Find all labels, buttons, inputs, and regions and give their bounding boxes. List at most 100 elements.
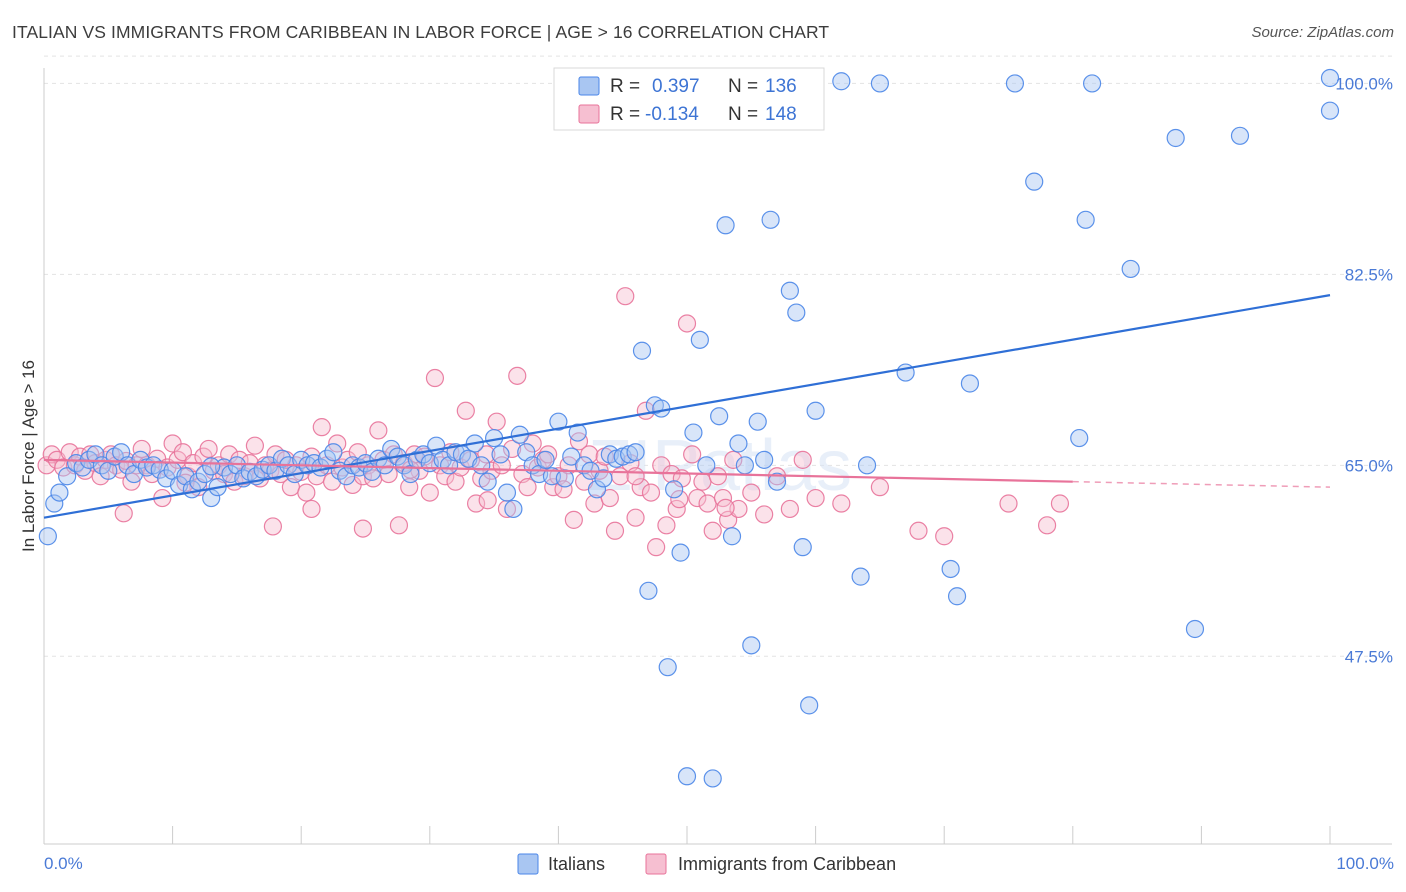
data-point [652,399,671,418]
data-point [1005,74,1025,93]
legend-n-value-1: 136 [765,76,797,97]
data-point [1230,126,1250,145]
data-point [324,443,343,462]
data-point [86,445,105,464]
data-point [626,508,645,527]
data-point [999,494,1018,513]
x-ticks [43,826,1331,844]
data-point [1185,619,1205,639]
data-point [42,445,61,464]
data-point [947,587,967,606]
data-point [456,401,475,420]
data-point [317,449,337,468]
data-point [690,330,709,349]
y-tick-label: 100.0% [1335,74,1393,93]
data-point [716,216,735,235]
data-point [568,423,587,442]
data-point [631,478,650,497]
data-point [787,303,806,322]
data-point [466,494,486,513]
data-point [517,443,536,462]
bottom-legend-label-italians: Italians [548,854,605,874]
data-point [793,450,812,469]
data-point [1082,74,1102,93]
data-point [748,412,767,431]
data-point [195,464,214,484]
data-point [729,499,748,519]
data-point [50,483,69,502]
data-point [626,443,645,462]
data-point [508,366,527,385]
data-point [518,478,537,497]
data-point [658,658,677,677]
trend-lines [43,294,1331,519]
data-point [302,499,321,519]
series-immigrants-from-caribbean [37,287,1070,557]
y-tick-label: 65.0% [1345,456,1393,475]
legend-r-value-2: -0.134 [645,104,699,125]
data-point [722,527,742,546]
data-point [693,472,712,491]
data-point [683,445,702,464]
legend-r-label-1: R = [610,76,640,97]
data-point [1076,210,1095,229]
trend-line-italians [43,294,1331,519]
data-point [857,456,877,475]
data-point [73,458,92,477]
data-point [564,510,583,529]
data-point [549,412,568,431]
data-point [851,567,870,586]
data-point [1050,494,1070,513]
data-point [710,407,729,426]
data-point [477,445,496,464]
data-point [328,434,347,453]
data-point [708,467,727,486]
y-tick-label: 47.5% [1345,647,1393,666]
data-point [1025,172,1044,191]
legend-swatch-caribbean [578,104,600,124]
data-point [1320,68,1340,88]
data-point [199,439,218,459]
legend-r-label-2: R = [610,104,640,125]
data-point [536,450,555,469]
y-tick-label: 82.5% [1345,265,1393,284]
bottom-legend-label-caribbean: Immigrants from Caribbean [678,854,896,874]
legend-n-value-2: 148 [765,104,797,125]
data-point [497,483,517,502]
legend-r-value-1: 0.397 [652,76,700,97]
bottom-legend: Italians Immigrants from Caribbean [517,853,896,875]
data-point [960,374,980,393]
data-point [909,521,928,540]
data-point [806,488,825,508]
data-point [641,483,661,502]
data-point [1037,516,1057,535]
data-point [58,467,77,486]
data-point [478,491,497,510]
data-point [487,412,506,431]
x-tick-label-min: 0.0% [44,854,83,873]
data-point [941,559,960,579]
data-point [755,505,774,524]
data-point [767,472,787,491]
data-point [688,488,707,508]
data-point [594,469,613,488]
data-point [562,447,581,466]
data-point [735,456,754,475]
source-label: Source: ZipAtlas.com [1251,24,1394,41]
series-italians [38,68,1340,788]
data-point [639,581,658,600]
data-point [503,439,522,459]
data-point [389,516,409,535]
data-point [684,423,703,442]
data-point [478,472,497,491]
data-point [497,499,517,519]
data-point [312,418,331,437]
data-point [202,457,221,476]
data-point [1166,128,1185,148]
x-tick-label-max: 100.0% [1336,854,1394,873]
data-point [697,456,716,475]
data-point [832,72,851,91]
legend-n-label-2: N = [728,104,758,125]
data-point [703,769,722,788]
data-point [870,74,890,93]
